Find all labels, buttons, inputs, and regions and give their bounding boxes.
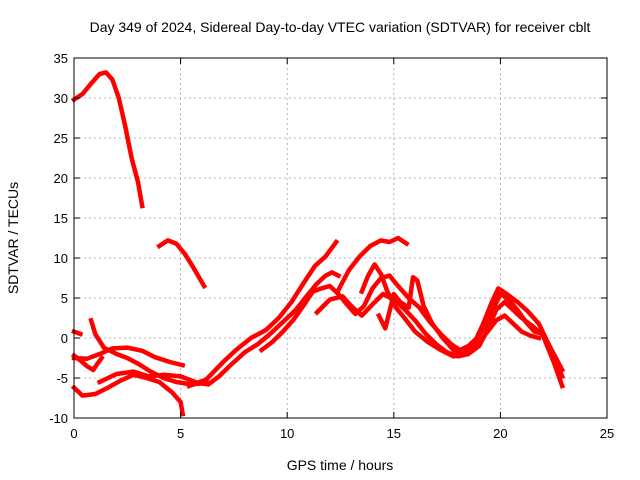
x-tick-label: 0	[70, 426, 77, 441]
chart-title: Day 349 of 2024, Sidereal Day-to-day VTE…	[90, 19, 591, 35]
series-arc-8	[96, 270, 342, 387]
series-arc-12	[335, 235, 410, 294]
series-arc-2	[156, 238, 208, 290]
y-tick-label: 20	[54, 171, 68, 186]
x-tick-labels: 0 5 10 15 20 25	[70, 426, 614, 441]
series-arc-10	[258, 273, 566, 374]
grid	[74, 58, 607, 418]
series-arc-14	[375, 274, 542, 357]
series-group	[70, 70, 566, 417]
series-arc-3	[71, 328, 84, 337]
y-tick-label: 15	[54, 211, 68, 226]
series-arc-7	[70, 372, 186, 417]
y-tick-labels: -10 -5 0 5 10 15 20 25 30 35	[49, 51, 68, 426]
y-tick-label: 5	[61, 291, 68, 306]
x-tick-label: 20	[493, 426, 507, 441]
y-tick-label: 0	[61, 331, 68, 346]
x-tick-label: 25	[600, 426, 614, 441]
x-tick-label: 5	[177, 426, 184, 441]
x-axis-label: GPS time / hours	[287, 457, 394, 473]
y-tick-label: -10	[49, 411, 68, 426]
x-tick-label: 15	[387, 426, 401, 441]
series-arc-13	[358, 262, 566, 380]
series-arc-6	[71, 345, 186, 368]
series-arc-1	[70, 70, 145, 209]
series-arc-5	[88, 317, 211, 387]
x-tick-label: 10	[280, 426, 294, 441]
y-axis-label: SDTVAR / TECUs	[5, 182, 21, 294]
y-tick-label: 25	[54, 131, 68, 146]
y-tick-label: 35	[54, 51, 68, 66]
ticks	[73, 57, 608, 419]
plot-frame	[73, 57, 608, 419]
y-tick-label: -5	[56, 371, 68, 386]
y-tick-label: 10	[54, 251, 68, 266]
series-arc-9	[186, 238, 340, 389]
y-tick-label: 30	[54, 91, 68, 106]
